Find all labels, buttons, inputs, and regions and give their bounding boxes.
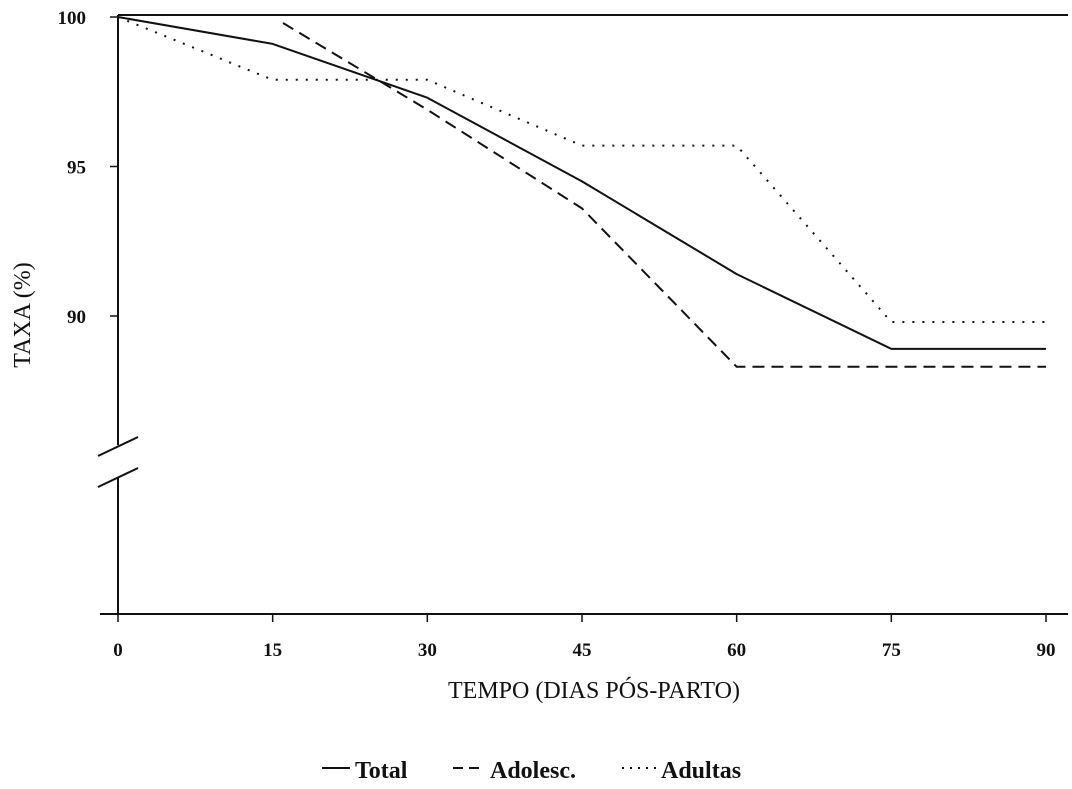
axis-break-mark-upper <box>97 436 139 457</box>
series-line-total <box>117 16 1046 350</box>
x-tick-label: 90 <box>1037 640 1056 661</box>
plot-area <box>97 14 1068 615</box>
y-tick-label: 100 <box>58 8 87 29</box>
legend-label-adolesc: Adolesc. <box>490 758 576 784</box>
y-axis-title: TAXA (%) <box>10 262 36 367</box>
x-tick-label: 75 <box>882 640 901 661</box>
x-tick-label: 15 <box>263 640 282 661</box>
x-axis-title: TEMPO (DIAS PÓS-PARTO) <box>448 677 740 704</box>
series-line-adultas <box>117 16 1046 323</box>
axis-break-mark-lower <box>97 467 139 488</box>
legend: Total Adolesc. Adultas <box>322 758 741 784</box>
legend-label-adultas: Adultas <box>661 758 741 784</box>
legend-label-total: Total <box>355 758 408 784</box>
x-tick-label: 60 <box>727 640 746 661</box>
y-tick-label: 90 <box>67 307 86 328</box>
x-tick-label: 45 <box>573 640 592 661</box>
y-axis-ticks: 90 95 100 <box>58 8 118 328</box>
y-tick-label: 95 <box>67 158 86 179</box>
x-axis-ticks: 0 15 30 45 60 75 90 <box>113 614 1056 661</box>
x-tick-label: 0 <box>113 640 123 661</box>
x-tick-label: 30 <box>418 640 437 661</box>
series-layer <box>117 16 1046 368</box>
series-line-adolesc <box>282 22 1046 368</box>
